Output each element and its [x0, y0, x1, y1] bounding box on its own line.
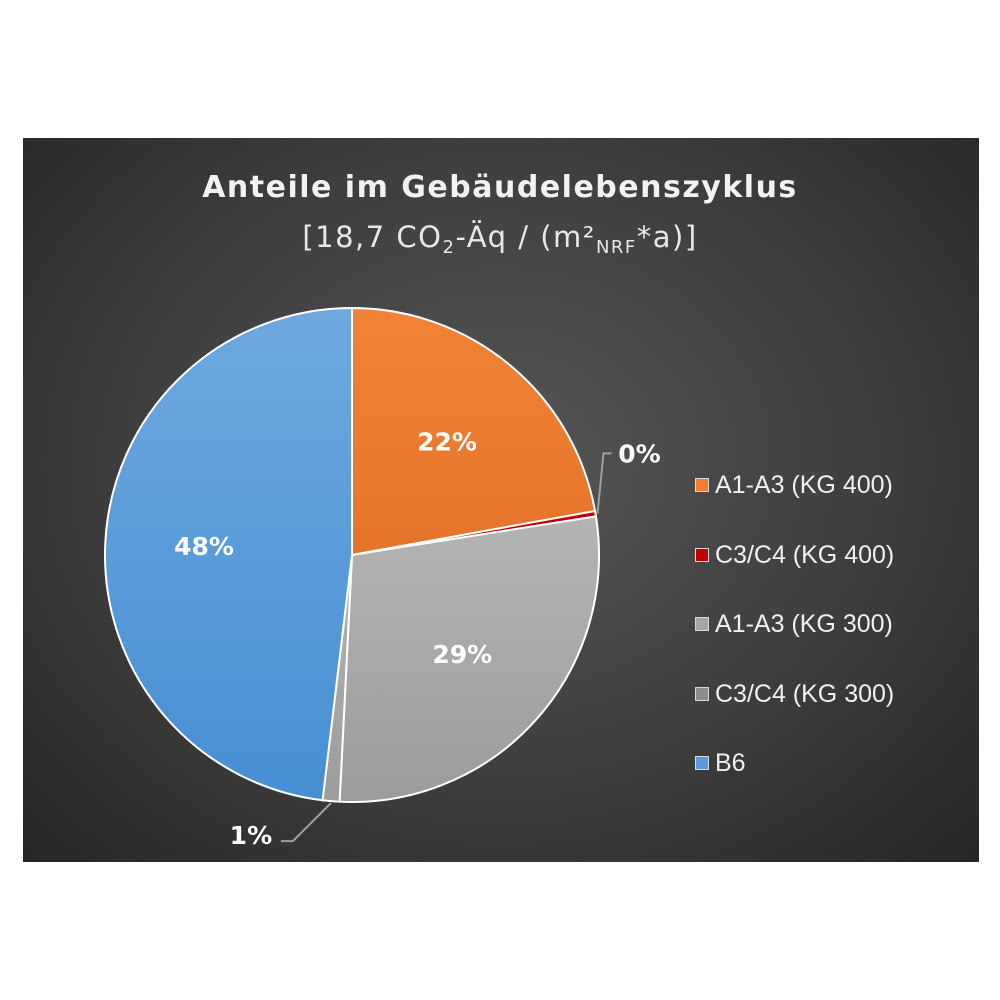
leader-line-c3-c4-kg300: [280, 802, 332, 843]
pie-slice-b6: [104, 306, 353, 802]
legend-swatch: [695, 756, 709, 770]
subtitle-part: -Äq / (m²: [455, 220, 596, 254]
legend-label: C3/C4 (KG 300): [715, 679, 895, 708]
legend-item-c3-c4-kg300: C3/C4 (KG 300): [695, 677, 894, 747]
subtitle-subscript: 2: [442, 237, 456, 258]
legend-label: A1-A3 (KG 300): [715, 610, 893, 638]
data-label-c3-c4-kg400: 0%: [618, 439, 660, 468]
legend-label: A1-A3 (KG 400): [715, 471, 893, 499]
legend-item-a1-a3-kg400: A1-A3 (KG 400): [695, 468, 894, 538]
data-label-c3-c4-kg300: 1%: [230, 821, 272, 850]
legend-label: B6: [715, 749, 746, 777]
subtitle-part: *a)]: [636, 220, 698, 254]
legend-swatch: [695, 547, 709, 562]
legend-swatch: [695, 617, 709, 631]
legend-label: C3/C4 (KG 400): [715, 540, 895, 569]
data-label-a1-a3-kg300: 29%: [432, 640, 492, 669]
legend-swatch: [695, 478, 709, 492]
data-label-b6: 48%: [174, 532, 234, 561]
pie-slice-a1-a3-kg400: [351, 306, 597, 557]
leader-line-c3-c4-kg400: [596, 452, 612, 514]
legend-item-c3-c4-kg400: C3/C4 (KG 400): [695, 538, 894, 608]
legend-swatch: [695, 686, 709, 701]
legend-item-b6: B6: [695, 746, 894, 816]
chart-subtitle: [18,7 CO2-Äq / (m²NRF*a)]: [0, 220, 1000, 258]
subtitle-subscript: NRF: [595, 237, 637, 258]
chart-title: Anteile im Gebäudelebenszyklus: [202, 170, 798, 205]
data-label-a1-a3-kg400: 22%: [417, 427, 477, 456]
legend: A1-A3 (KG 400) C3/C4 (KG 400) A1-A3 (KG 30…: [695, 468, 894, 816]
subtitle-part: [18,7 CO: [302, 220, 443, 254]
legend-item-a1-a3-kg300: A1-A3 (KG 300): [695, 607, 894, 677]
pie-slice-a1-a3-kg300: [338, 515, 600, 803]
